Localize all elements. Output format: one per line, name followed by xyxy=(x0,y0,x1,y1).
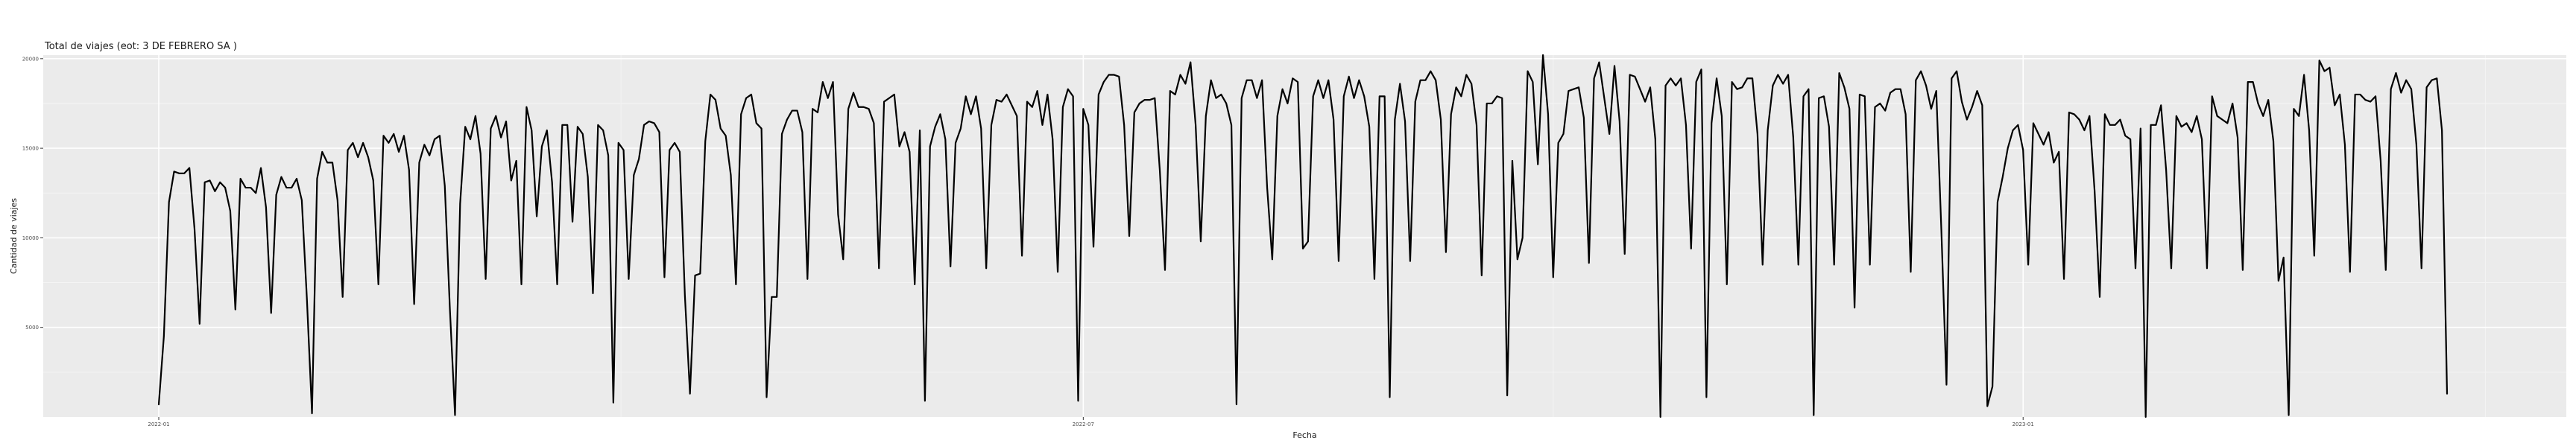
y-tick-label: 5000 xyxy=(25,325,39,331)
plot-panel xyxy=(43,55,2566,417)
x-tick-label: 2022-01 xyxy=(148,421,169,427)
series-layer xyxy=(157,54,2449,418)
series-line xyxy=(157,54,2449,418)
y-axis: 5000 10000 15000 20000 xyxy=(22,56,43,331)
y-tick-label: 10000 xyxy=(22,235,39,241)
chart-title: Total de viajes (eot: 3 DE FEBRERO SA ) xyxy=(44,41,237,52)
y-axis-label: Cantidad de viajes xyxy=(9,198,19,274)
y-tick-label: 15000 xyxy=(22,146,39,152)
major-gridlines xyxy=(43,55,2566,417)
x-tick-label: 2022-07 xyxy=(1073,421,1094,427)
x-tick-label: 2023-01 xyxy=(2012,421,2034,427)
y-tick-label: 20000 xyxy=(22,56,39,62)
x-axis-label: Fecha xyxy=(1292,430,1316,440)
x-axis: 2022-01 2022-07 2023-01 xyxy=(148,417,2034,427)
